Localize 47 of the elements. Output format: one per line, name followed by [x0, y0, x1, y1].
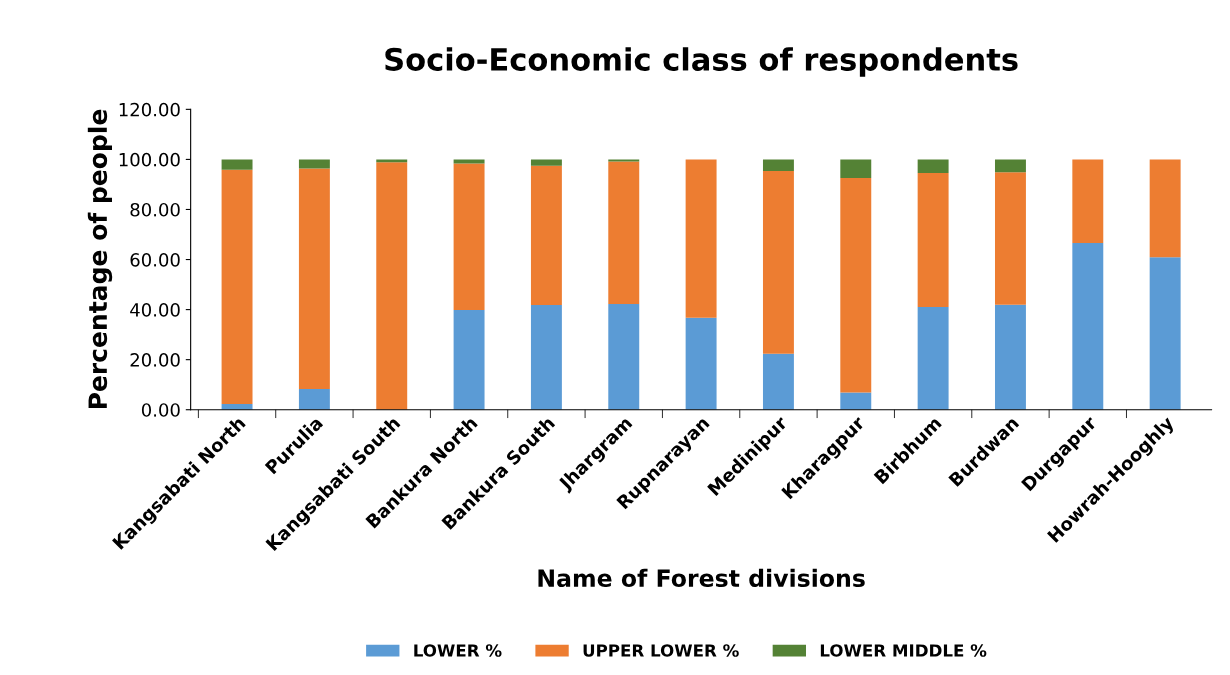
- bar: [376, 162, 408, 410]
- legend-label: LOWER MIDDLE %: [820, 644, 987, 657]
- bar: [840, 177, 872, 393]
- legend-label: UPPER LOWER %: [583, 644, 739, 657]
- bar: [995, 172, 1026, 305]
- y-tick-label: 80.00: [130, 202, 180, 217]
- bar: [453, 163, 485, 311]
- bar: [917, 172, 949, 308]
- chart-title: Socio-Economic class of respondents: [385, 47, 1018, 77]
- y-tick-label: 40.00: [130, 303, 180, 317]
- bar: [762, 170, 794, 354]
- bar: [762, 159, 794, 171]
- y-tick-label: 0.00: [141, 403, 180, 417]
- bar: [453, 159, 485, 164]
- x-axis-title: Name of Forest divisions: [538, 568, 865, 588]
- bar: [840, 392, 872, 410]
- bar: [685, 159, 717, 318]
- y-tick-label: 120.00: [119, 102, 180, 117]
- bar: [608, 159, 640, 162]
- bar: [530, 159, 562, 166]
- bar: [685, 317, 717, 410]
- y-tick-label: 20.00: [130, 353, 180, 367]
- bar: [995, 159, 1026, 173]
- bar: [917, 307, 949, 410]
- bar: [298, 388, 330, 410]
- bar: [221, 159, 253, 170]
- bar: [608, 161, 640, 305]
- bar: [1072, 159, 1104, 244]
- bar: [1072, 243, 1104, 410]
- bar: [453, 310, 485, 410]
- bar: [376, 159, 408, 163]
- bar: [1149, 159, 1181, 258]
- bar: [298, 159, 330, 169]
- bar: [298, 168, 330, 389]
- legend-label: LOWER %: [414, 644, 502, 657]
- bar: [608, 304, 640, 410]
- y-axis-title: Percentage of people: [87, 109, 113, 409]
- bar: [1149, 257, 1181, 410]
- bar: [530, 165, 562, 306]
- y-tick-label: 60.00: [130, 253, 180, 267]
- bar: [221, 169, 253, 404]
- bar: [995, 304, 1026, 410]
- bar: [762, 353, 794, 410]
- bar: [530, 305, 562, 410]
- bar: [917, 159, 949, 173]
- y-tick-label: 100.00: [119, 152, 180, 167]
- bar: [840, 159, 872, 178]
